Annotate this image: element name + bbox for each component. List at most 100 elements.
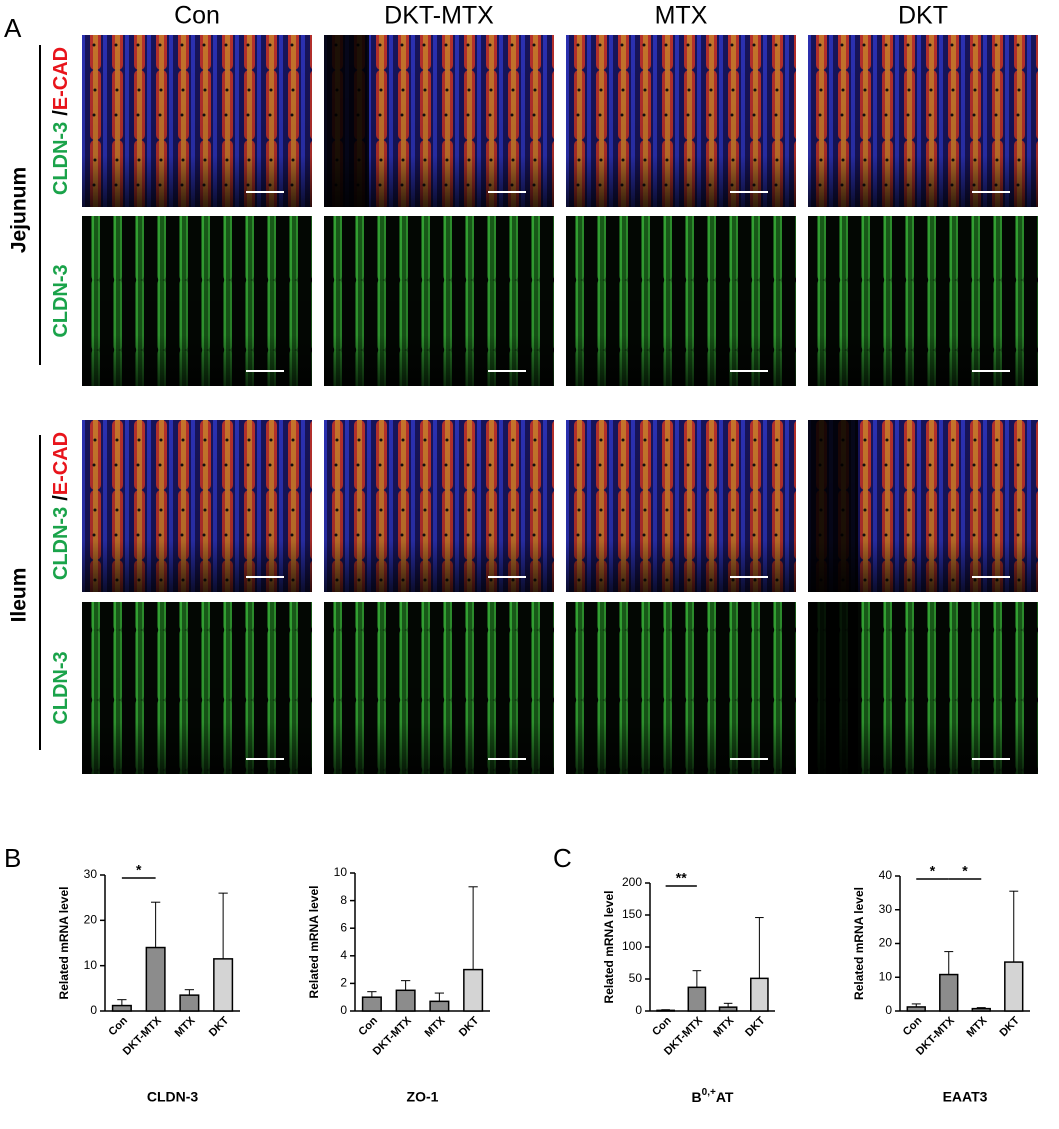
chart-title-part: B	[692, 1089, 702, 1105]
stain-green: CLDN-3	[50, 264, 72, 337]
micrograph	[82, 216, 312, 386]
row-group-label: Jejunum	[8, 167, 31, 253]
x-tick-label: Con	[650, 1014, 674, 1038]
chart-title-part: AT	[716, 1089, 734, 1105]
y-tick-label: 10	[334, 865, 348, 879]
bar	[179, 994, 200, 1012]
bar	[395, 989, 416, 1012]
significance-label: **	[676, 870, 687, 886]
stain-green: CLDN-3	[50, 507, 72, 580]
micrograph-shade	[82, 216, 312, 386]
stain-red: E-CAD	[50, 47, 72, 110]
micrograph	[566, 420, 796, 592]
micrograph-shade	[566, 602, 796, 774]
bar	[750, 977, 769, 1012]
chart-title: B0,+AT	[692, 1087, 734, 1105]
panel-label: B	[4, 843, 21, 873]
x-tick-label: DKT	[457, 1014, 482, 1039]
chart-title-part: 0,+	[702, 1087, 716, 1098]
y-tick-label: 8	[340, 893, 347, 907]
chart-title: ZO-1	[407, 1089, 439, 1105]
micrograph	[324, 216, 554, 386]
bar	[971, 1007, 991, 1012]
stain-label: CLDN-3	[50, 651, 72, 724]
bar	[687, 986, 707, 1012]
micrograph	[324, 420, 554, 592]
y-tick-label: 40	[879, 868, 893, 882]
y-tick-label: 20	[879, 936, 893, 950]
y-tick-label: 0	[635, 1003, 642, 1017]
bar	[906, 1006, 926, 1012]
column-header: MTX	[655, 2, 708, 30]
column-header: DKT-MTX	[384, 2, 494, 30]
stain-label: CLDN-3 /E-CAD	[50, 432, 72, 580]
micrograph-shade	[324, 602, 554, 774]
micrograph	[566, 35, 796, 207]
x-tick-label: MTX	[711, 1014, 736, 1039]
micrograph-dark	[324, 35, 369, 207]
column-header: DKT	[898, 2, 948, 30]
y-axis-label: Related mRNA level	[852, 887, 866, 1000]
micrograph	[82, 602, 312, 774]
y-tick-label: 30	[84, 867, 98, 881]
x-tick-label: DKT	[743, 1014, 768, 1039]
y-tick-label: 30	[879, 902, 893, 916]
y-tick-label: 0	[340, 1003, 347, 1017]
y-tick-label: 200	[622, 875, 642, 889]
micrograph	[82, 420, 312, 592]
y-axis-label: Related mRNA level	[57, 887, 71, 1000]
micrograph	[324, 35, 554, 207]
x-tick-label: Con	[106, 1014, 130, 1038]
micrograph	[566, 216, 796, 386]
x-tick-label: DKT	[207, 1014, 232, 1039]
micrograph-shade	[82, 602, 312, 774]
significance-label: *	[962, 863, 968, 879]
micrograph	[82, 35, 312, 207]
y-tick-label: 150	[622, 907, 642, 921]
row-group-label: Ileum	[8, 568, 31, 623]
x-tick-label: Con	[901, 1014, 925, 1038]
micrograph-shade	[566, 420, 796, 592]
bar	[429, 1000, 450, 1012]
column-header: Con	[174, 2, 220, 30]
micrograph-shade	[808, 35, 1038, 207]
micrograph-shade	[566, 35, 796, 207]
bar	[145, 946, 166, 1012]
micrograph	[808, 420, 1038, 592]
y-axis-label: Related mRNA level	[307, 886, 321, 999]
micrograph-shade	[566, 216, 796, 386]
y-tick-label: 0	[90, 1003, 97, 1017]
x-tick-label: MTX	[173, 1014, 198, 1039]
y-tick-label: 20	[84, 913, 98, 927]
x-tick-label: MTX	[423, 1014, 448, 1039]
micrograph-shade	[82, 35, 312, 207]
micrograph	[808, 35, 1038, 207]
stain-green: CLDN-3	[50, 122, 72, 195]
micrograph-shade	[808, 216, 1038, 386]
significance-label: *	[930, 863, 936, 879]
bar	[463, 968, 484, 1012]
chart-title: CLDN-3	[147, 1089, 199, 1105]
bar	[111, 1004, 132, 1012]
y-tick-label: 100	[622, 939, 642, 953]
micrograph	[808, 216, 1038, 386]
y-tick-label: 6	[340, 920, 347, 934]
bar	[361, 996, 382, 1012]
chart-title: EAAT3	[943, 1089, 988, 1105]
micrograph-dark	[808, 602, 858, 774]
x-tick-label: DKT	[997, 1014, 1022, 1039]
y-tick-label: 10	[84, 958, 98, 972]
micrograph-shade	[82, 420, 312, 592]
stain-label: CLDN-3	[50, 264, 72, 337]
bar	[718, 1006, 738, 1012]
bar	[939, 973, 959, 1012]
bar	[213, 958, 234, 1012]
bar	[1004, 961, 1024, 1012]
micrograph	[324, 602, 554, 774]
y-tick-label: 0	[885, 1003, 892, 1017]
stain-green: CLDN-3	[50, 651, 72, 724]
stain-red: E-CAD	[50, 432, 72, 495]
stain-separator: /	[50, 495, 72, 501]
y-tick-label: 4	[340, 948, 347, 962]
